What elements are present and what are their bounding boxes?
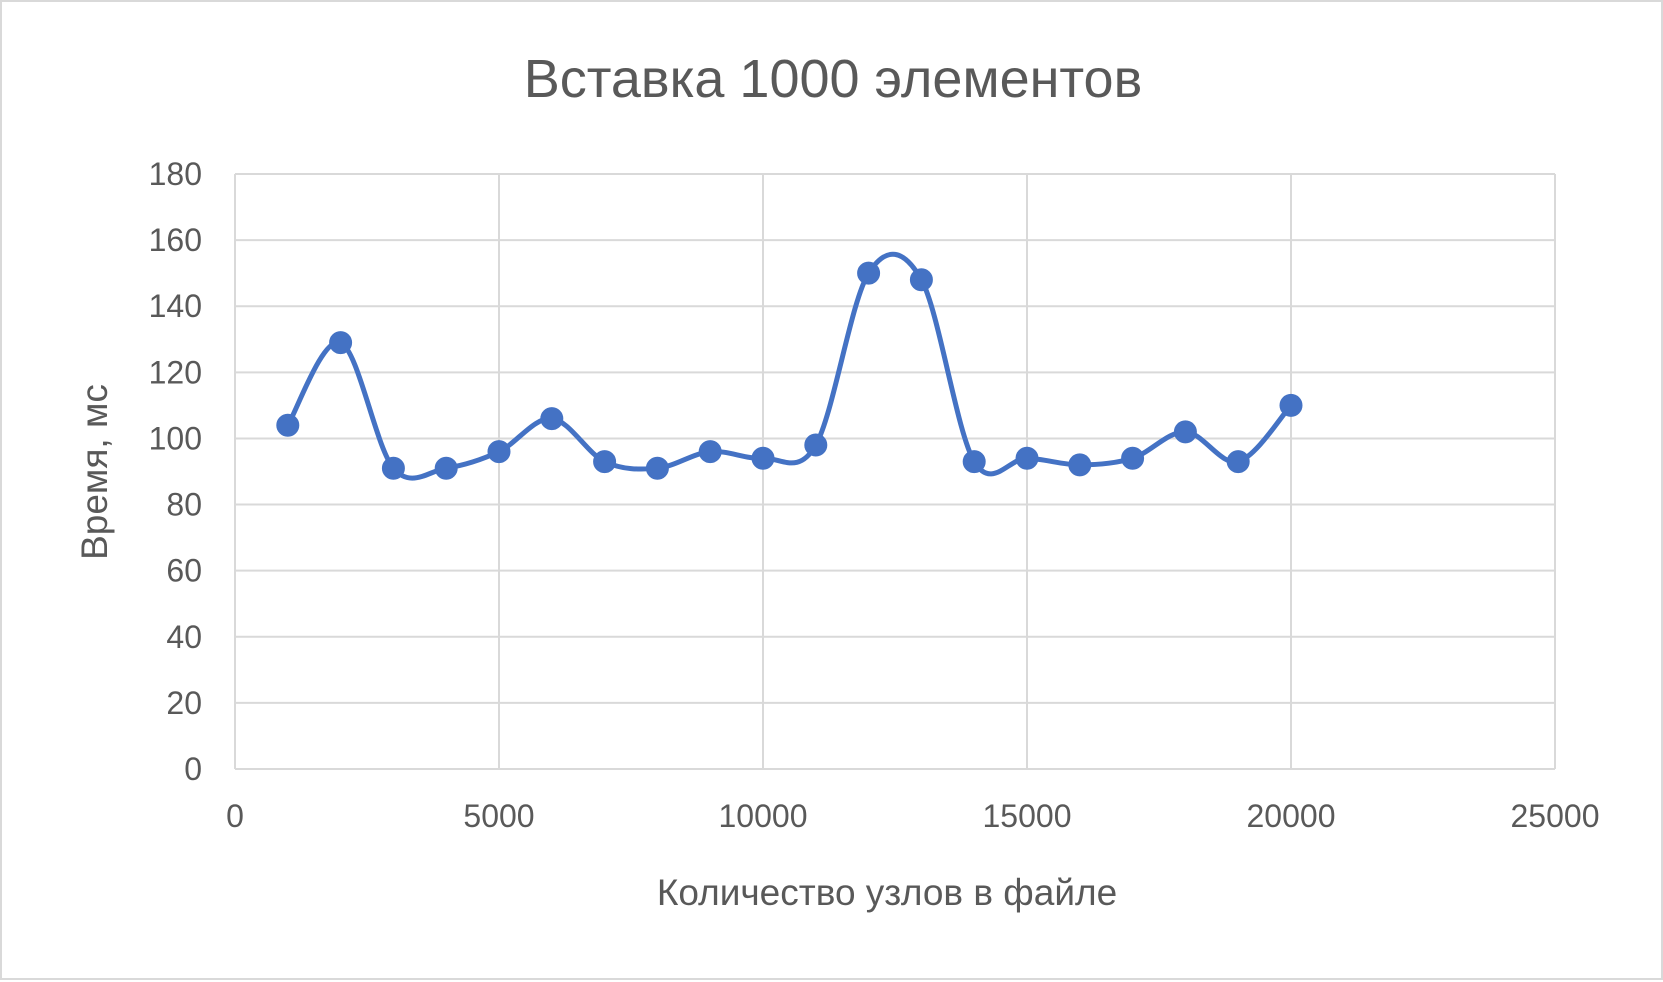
data-point <box>751 446 775 470</box>
y-tick-label: 160 <box>149 222 202 258</box>
x-tick-label: 10000 <box>719 798 808 834</box>
x-tick-label: 25000 <box>1511 798 1600 834</box>
y-tick-label: 180 <box>149 156 202 192</box>
grid-layer <box>235 173 1556 769</box>
data-point <box>593 450 617 474</box>
y-axis-title: Время, мс <box>74 384 115 560</box>
data-point <box>698 440 722 464</box>
chart-title: Вставка 1000 элементов <box>524 49 1143 109</box>
data-point <box>1015 446 1039 470</box>
y-tick-label: 60 <box>166 553 202 589</box>
y-tick-label: 120 <box>149 354 202 390</box>
y-tick-label: 20 <box>166 685 202 721</box>
y-tick-label: 100 <box>149 420 202 456</box>
x-tick-label: 20000 <box>1247 798 1336 834</box>
y-tick-label: 140 <box>149 288 202 324</box>
x-tick-label: 5000 <box>463 798 534 834</box>
data-point <box>857 261 881 285</box>
axis-layer: 0 20 40 60 80 100 120 140 160 180 0 5000 10000 15000 2… <box>149 156 1600 834</box>
label-layer: Вставка 1000 элементов Количество узлов … <box>74 49 1142 913</box>
data-point <box>540 407 564 431</box>
data-point <box>804 433 828 457</box>
data-point <box>1226 450 1250 474</box>
series-line <box>285 251 1294 481</box>
data-point <box>434 456 458 480</box>
series-layer <box>276 251 1303 481</box>
y-tick-label: 80 <box>166 487 202 523</box>
x-tick-label: 15000 <box>983 798 1072 834</box>
data-point <box>1279 393 1303 417</box>
y-tick-label: 0 <box>184 751 202 787</box>
data-point <box>276 413 300 437</box>
data-point <box>1173 420 1197 444</box>
data-point <box>329 331 353 355</box>
data-point <box>909 268 933 292</box>
data-point <box>1121 446 1145 470</box>
data-point <box>1068 453 1092 477</box>
x-tick-label: 0 <box>226 798 244 834</box>
x-axis-title: Количество узлов в файле <box>657 872 1117 913</box>
data-point <box>645 456 669 480</box>
data-point <box>962 450 986 474</box>
data-point <box>487 440 511 464</box>
data-point <box>381 456 405 480</box>
y-tick-label: 40 <box>166 619 202 655</box>
